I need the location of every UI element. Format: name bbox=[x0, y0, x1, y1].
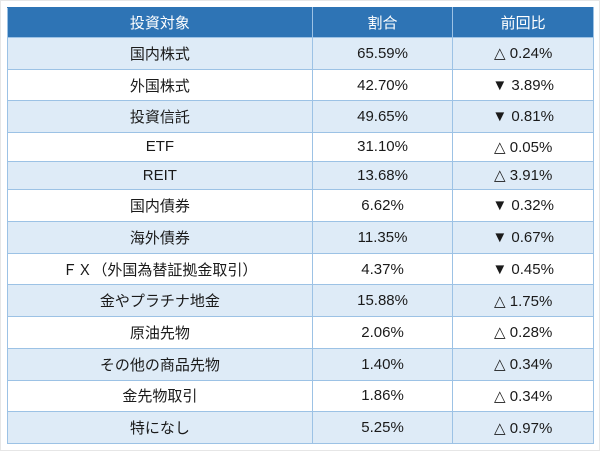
ratio-cell: 5.25% bbox=[311, 411, 454, 444]
table-row: 原油先物 2.06% △ 0.28% bbox=[7, 316, 594, 349]
ratio-cell: 42.70% bbox=[311, 68, 454, 102]
change-cell: △ 0.24% bbox=[452, 37, 594, 70]
table-header: 投資対象 割合 前回比 bbox=[7, 7, 594, 38]
change-cell: △ 0.28% bbox=[452, 316, 594, 349]
investment-name-cell: 外国株式 bbox=[7, 68, 313, 102]
ratio-cell: 15.88% bbox=[311, 284, 454, 318]
investment-name-cell: ETF bbox=[7, 132, 313, 162]
table-row: 国内債券 6.62% ▼ 0.32% bbox=[7, 189, 594, 222]
change-cell: △ 0.34% bbox=[452, 379, 594, 413]
header-row: 投資対象 割合 前回比 bbox=[7, 7, 594, 38]
table-row: 外国株式 42.70% ▼ 3.89% bbox=[7, 68, 594, 102]
ratio-cell: 49.65% bbox=[311, 100, 454, 134]
investment-name-cell: 国内株式 bbox=[7, 37, 313, 70]
change-cell: ▼ 3.89% bbox=[452, 68, 594, 102]
investment-name-cell: 海外債券 bbox=[7, 220, 313, 254]
investment-name-cell: 国内債券 bbox=[7, 189, 313, 222]
table-row: 投資信託 49.65% ▼ 0.81% bbox=[7, 100, 594, 134]
change-cell: △ 0.05% bbox=[452, 132, 594, 162]
table-row: 金やプラチナ地金 15.88% △ 1.75% bbox=[7, 284, 594, 318]
investment-name-cell: 原油先物 bbox=[7, 316, 313, 349]
ratio-cell: 11.35% bbox=[311, 220, 454, 254]
change-cell: ▼ 0.32% bbox=[452, 189, 594, 222]
ratio-cell: 31.10% bbox=[311, 132, 454, 162]
table-row: 海外債券 11.35% ▼ 0.67% bbox=[7, 220, 594, 254]
change-cell: ▼ 0.81% bbox=[452, 100, 594, 134]
investment-name-cell: その他の商品先物 bbox=[7, 347, 313, 381]
investment-name-cell: REIT bbox=[7, 160, 313, 191]
table-row: その他の商品先物 1.40% △ 0.34% bbox=[7, 347, 594, 381]
investment-name-cell: ＦＸ（外国為替証拠金取引） bbox=[7, 252, 313, 286]
table-row: 特になし 5.25% △ 0.97% bbox=[7, 411, 594, 444]
ratio-cell: 1.86% bbox=[311, 379, 454, 413]
table-body: 国内株式 65.59% △ 0.24% 外国株式 42.70% ▼ 3.89% … bbox=[7, 37, 594, 444]
investment-name-cell: 投資信託 bbox=[7, 100, 313, 134]
ratio-cell: 1.40% bbox=[311, 347, 454, 381]
investment-name-cell: 金先物取引 bbox=[7, 379, 313, 413]
ratio-cell: 6.62% bbox=[311, 189, 454, 222]
ratio-cell: 2.06% bbox=[311, 316, 454, 349]
investment-name-cell: 金やプラチナ地金 bbox=[7, 284, 313, 318]
investment-name-cell: 特になし bbox=[7, 411, 313, 444]
change-cell: △ 3.91% bbox=[452, 160, 594, 191]
table-row: REIT 13.68% △ 3.91% bbox=[7, 160, 594, 191]
table-row: 金先物取引 1.86% △ 0.34% bbox=[7, 379, 594, 413]
change-cell: △ 1.75% bbox=[452, 284, 594, 318]
table-row: 国内株式 65.59% △ 0.24% bbox=[7, 37, 594, 70]
ratio-cell: 65.59% bbox=[311, 37, 454, 70]
investment-ratio-table: 投資対象 割合 前回比 国内株式 65.59% △ 0.24% 外国株式 42.… bbox=[7, 7, 594, 444]
header-investment-target: 投資対象 bbox=[7, 7, 313, 38]
change-cell: ▼ 0.67% bbox=[452, 220, 594, 254]
header-change: 前回比 bbox=[452, 7, 594, 38]
change-cell: △ 0.34% bbox=[452, 347, 594, 381]
change-cell: ▼ 0.45% bbox=[452, 252, 594, 286]
header-ratio: 割合 bbox=[311, 7, 454, 38]
table-row: ETF 31.10% △ 0.05% bbox=[7, 132, 594, 162]
ratio-cell: 13.68% bbox=[311, 160, 454, 191]
table-row: ＦＸ（外国為替証拠金取引） 4.37% ▼ 0.45% bbox=[7, 252, 594, 286]
ratio-cell: 4.37% bbox=[311, 252, 454, 286]
change-cell: △ 0.97% bbox=[452, 411, 594, 444]
